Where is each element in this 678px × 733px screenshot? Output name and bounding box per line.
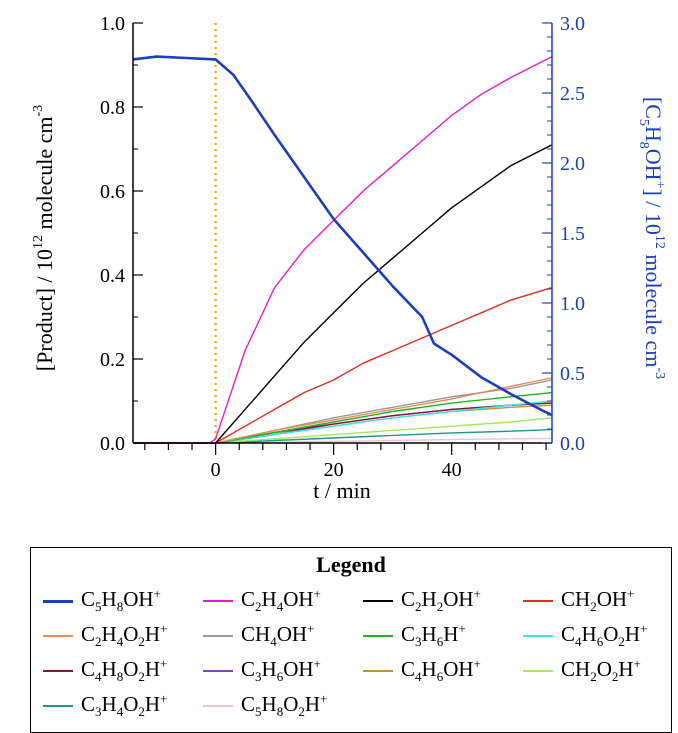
legend-item: C2H2OH+	[363, 584, 481, 618]
chart: 0.0 0.2 0.4 0.6 0.8 1.0 0.0 0.5 1.0 1.5 2.0 2.5 3.0 0…	[31, 13, 667, 503]
legend-swatch	[363, 600, 393, 602]
legend-label: C3H6OH+	[241, 656, 321, 685]
legend-item: C4H6OH+	[363, 654, 481, 688]
y-left-tick-label: 0.0	[100, 433, 125, 455]
legend-label: C3H4O2H+	[81, 691, 168, 720]
series-line-ch2oh	[133, 286, 553, 444]
legend-item: C2H4O2H+	[43, 619, 167, 653]
y-right-tick-label: 3.0	[560, 13, 585, 35]
legend-swatch	[203, 635, 233, 637]
axes: 0.0 0.2 0.4 0.6 0.8 1.0 0.0 0.5 1.0 1.5 2.0 2.5 3.0 0…	[100, 13, 585, 481]
legend-swatch	[203, 670, 233, 672]
legend-item: CH2OH+	[523, 584, 634, 618]
y-right-tick-label: 2.0	[560, 153, 585, 175]
series-line-c4h6o2h	[133, 400, 553, 444]
legend: Legend C5H8OH+ C2H4OH+ C2H2OH+ CH2OH+ C2H4O2…	[30, 547, 672, 733]
legend-swatch	[363, 635, 393, 637]
legend-swatch	[363, 670, 393, 672]
legend-swatch	[43, 599, 73, 603]
legend-label: C4H8O2H+	[81, 656, 168, 685]
legend-label: C2H4O2H+	[81, 621, 168, 650]
legend-item: C3H6H+	[363, 619, 466, 653]
legend-item: CH2O2H+	[523, 654, 641, 688]
y-right-tick-label: 0.5	[560, 363, 585, 385]
legend-swatch	[523, 600, 553, 602]
y-left-tick-label: 0.2	[100, 349, 125, 371]
y-left-tick-label: 0.4	[100, 265, 125, 287]
legend-item: C3H6OH+	[203, 654, 321, 688]
x-axis-title: t / min	[313, 478, 370, 503]
series-line-c2h4oh	[133, 55, 553, 444]
legend-item: C2H4OH+	[203, 584, 321, 618]
legend-label: C3H6H+	[401, 621, 466, 650]
y-right-tick-label: 1.5	[560, 223, 585, 245]
legend-item: C5H8O2H+	[203, 689, 327, 723]
legend-swatch	[523, 670, 553, 672]
legend-label: C4H6OH+	[401, 656, 481, 685]
y-left-tick-label: 0.6	[100, 181, 125, 203]
legend-item: C4H6O2H+	[523, 619, 647, 653]
series-line-c2h2oh	[133, 144, 553, 444]
x-tick-label: 40	[442, 459, 462, 481]
legend-item: C4H8O2H+	[43, 654, 167, 688]
legend-label: C2H2OH+	[401, 586, 481, 615]
x-tick-label: 0	[211, 459, 221, 481]
y-right-tick-label: 2.5	[560, 83, 585, 105]
series-line-c5h8oh	[132, 55, 553, 417]
legend-swatch	[43, 635, 73, 637]
legend-swatch	[43, 705, 73, 707]
plot-area	[132, 23, 553, 444]
legend-title: Legend	[316, 552, 386, 577]
legend-swatch	[203, 600, 233, 602]
legend-swatch	[523, 635, 553, 637]
legend-label: CH2OH+	[561, 586, 635, 615]
y-left-axis-title: [Product] / 1012 molecule cm-3	[31, 105, 57, 371]
y-left-tick-label: 0.8	[100, 97, 125, 119]
y-left-tick-label: 1.0	[100, 13, 125, 35]
legend-swatch	[43, 670, 73, 672]
y-right-axis-title: [C5H8OH+] / 1012 molecule cm-3	[636, 97, 667, 379]
y-right-tick-label: 0.0	[560, 433, 585, 455]
legend-item: C5H8OH+	[43, 584, 161, 618]
legend-label: C2H4OH+	[241, 586, 321, 615]
legend-label: C4H6O2H+	[561, 621, 648, 650]
legend-label: C5H8O2H+	[241, 691, 328, 720]
legend-label: CH4OH+	[241, 621, 315, 650]
legend-item: C3H4O2H+	[43, 689, 167, 723]
y-right-tick-label: 1.0	[560, 293, 585, 315]
legend-label: C5H8OH+	[81, 586, 161, 615]
x-tick-label: 20	[324, 459, 344, 481]
legend-swatch	[203, 705, 233, 707]
series-line-c2h4o2h	[133, 377, 553, 444]
legend-label: CH2O2H+	[561, 656, 641, 685]
legend-item: CH4OH+	[203, 619, 314, 653]
